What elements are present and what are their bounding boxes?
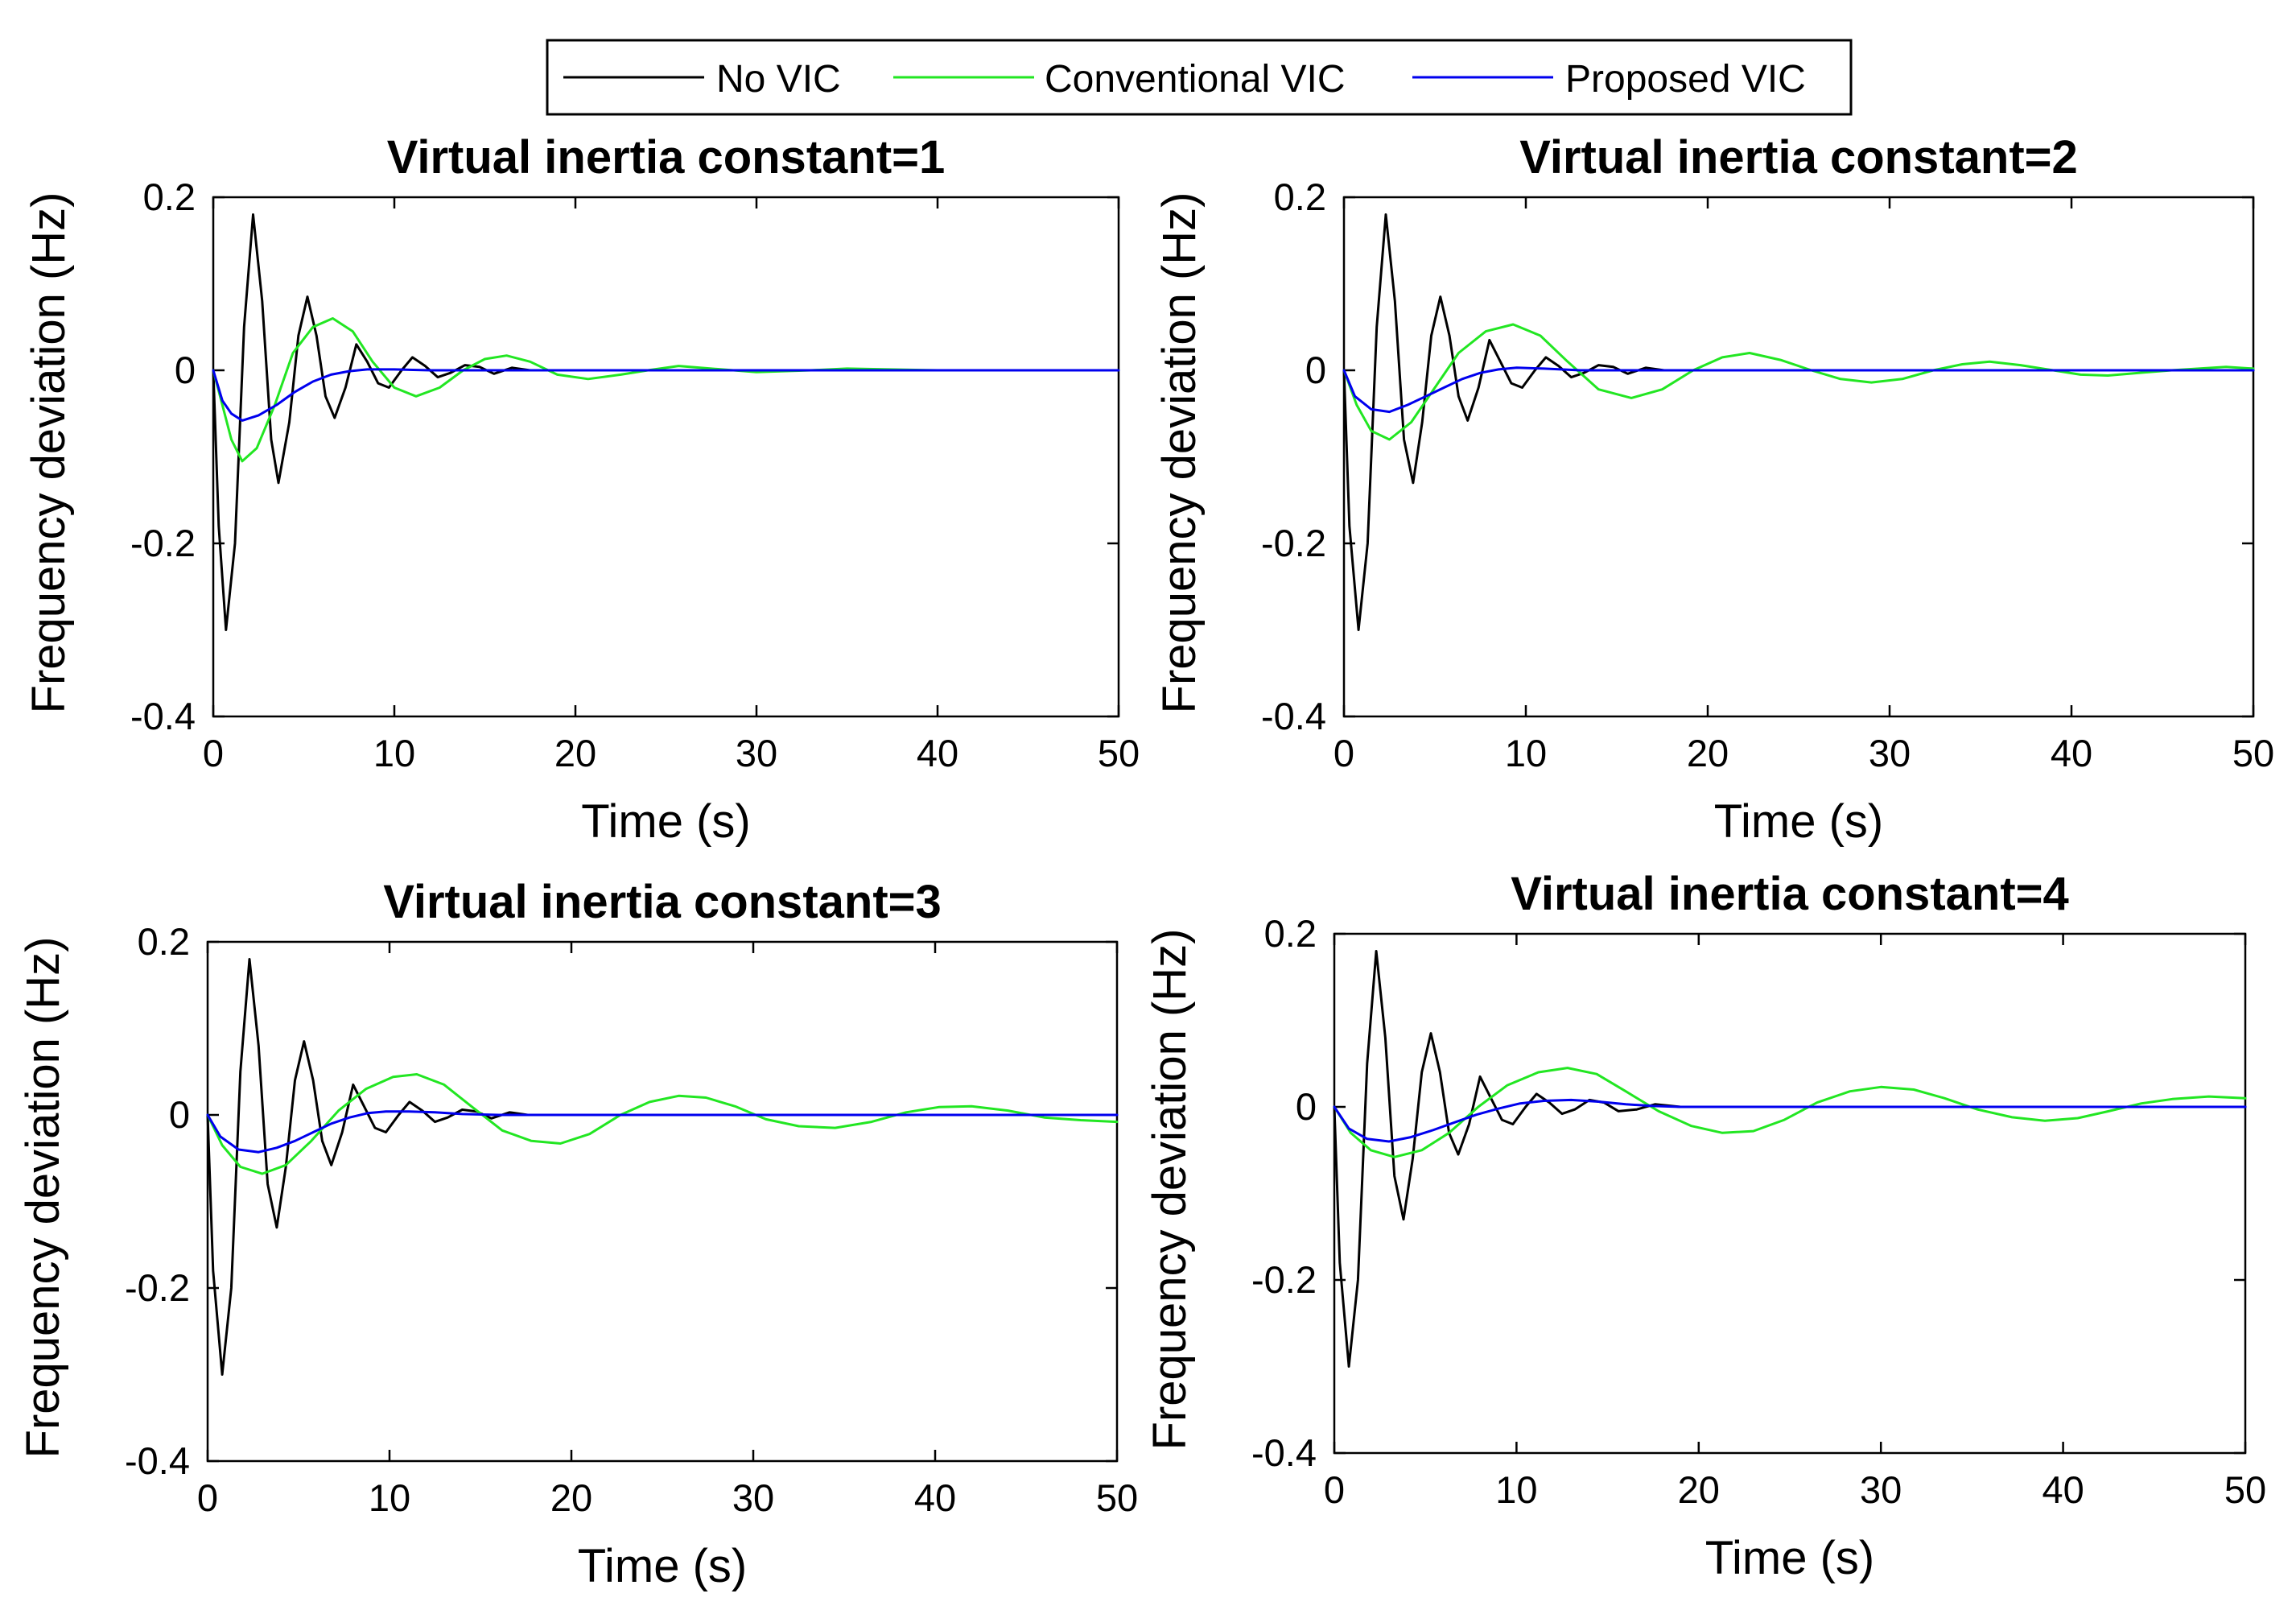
x-tick-label: 40 <box>917 732 958 774</box>
chart-panel-4: 0 10 20 30 40 50 0.2 0 -0.2 -0.4 Virtual inertia c… <box>1144 868 2266 1584</box>
series-line-proposed-vic <box>1333 1098 2247 1143</box>
x-tick-label: 40 <box>914 1476 956 1519</box>
x-tick-label: 10 <box>1505 732 1547 774</box>
plot-area <box>1333 932 2247 1455</box>
legend-box <box>546 39 1853 116</box>
x-tick-label: 50 <box>1096 1476 1138 1519</box>
series-line-proposed-vic <box>212 368 1120 422</box>
legend-label-no-vic: No VIC <box>716 58 841 101</box>
subplot-1: 0 10 20 30 40 50 0.2 0 -0.2 -0.4 Virtual inertia c… <box>23 131 1140 848</box>
x-tick-label: 10 <box>369 1476 410 1519</box>
y-tick-label: 0 <box>1296 1085 1317 1128</box>
y-tick-label: 0.2 <box>143 175 196 218</box>
x-tick-label: 0 <box>1324 1468 1345 1511</box>
y-tick-label: -0.4 <box>125 1439 190 1482</box>
y-tick-label: 0.2 <box>138 920 190 963</box>
chart-title: Virtual inertia constant=2 <box>1519 131 2078 184</box>
x-tick-label: 40 <box>2042 1468 2084 1511</box>
legend: No VIC Conventional VIC Proposed VIC <box>546 39 1853 116</box>
chart-title: Virtual inertia constant=1 <box>387 131 946 184</box>
x-tick-label: 20 <box>554 732 596 774</box>
y-axis-label: Frequency deviation (Hz) <box>1153 192 1206 714</box>
chart-panel-2: 0 10 20 30 40 50 0.2 0 -0.2 -0.4 Virtual inertia c… <box>1153 131 2274 848</box>
x-tick-label: 50 <box>2232 732 2274 774</box>
x-tick-label: 0 <box>1333 732 1354 774</box>
plot-area <box>1342 196 2255 718</box>
plot-area <box>212 196 1120 718</box>
y-tick-label: 0.2 <box>1274 175 1326 218</box>
x-axis-label: Time (s) <box>1705 1532 1874 1584</box>
y-tick-label: -0.4 <box>1251 1431 1317 1474</box>
series-line-no-vic <box>212 213 1120 631</box>
y-axis-label: Frequency deviation (Hz) <box>17 937 69 1459</box>
x-tick-label: 20 <box>550 1476 592 1519</box>
series-line-conventional-vic <box>1342 323 2255 441</box>
x-tick-label: 20 <box>1678 1468 1720 1511</box>
series-line-conventional-vic <box>1333 1067 2247 1158</box>
x-tick-label: 50 <box>2224 1468 2266 1511</box>
x-tick-label: 20 <box>1687 732 1729 774</box>
x-axis-label: Time (s) <box>578 1540 747 1592</box>
x-tick-label: 30 <box>1860 1468 1902 1511</box>
chart-panel-3: 0 10 20 30 40 50 0.2 0 -0.2 -0.4 Virtual inertia c… <box>17 876 1138 1592</box>
x-tick-label: 10 <box>373 732 415 774</box>
chart-title: Virtual inertia constant=3 <box>383 876 942 928</box>
x-axis-label: Time (s) <box>1714 795 1883 848</box>
x-axis-label: Time (s) <box>581 795 750 848</box>
y-tick-label: -0.2 <box>1251 1258 1317 1301</box>
y-tick-label: 0.2 <box>1264 912 1317 955</box>
subplot-2: 0 10 20 30 40 50 0.2 0 -0.2 -0.4 Virtual inertia c… <box>1153 131 2274 848</box>
y-tick-label: -0.2 <box>125 1266 190 1309</box>
x-tick-label: 40 <box>2051 732 2092 774</box>
y-axis-label: Frequency deviation (Hz) <box>1144 929 1196 1451</box>
y-tick-label: -0.4 <box>130 695 196 737</box>
y-tick-label: 0 <box>175 349 196 391</box>
x-tick-label: 0 <box>203 732 224 774</box>
chart-panel-1: 0 10 20 30 40 50 0.2 0 -0.2 -0.4 Virtual inertia c… <box>23 131 1140 848</box>
x-tick-label: 30 <box>1869 732 1911 774</box>
y-tick-label: -0.4 <box>1261 695 1326 737</box>
x-tick-label: 10 <box>1495 1468 1537 1511</box>
chart-title: Virtual inertia constant=4 <box>1511 868 2069 920</box>
series-line-no-vic <box>206 958 1119 1376</box>
x-tick-label: 0 <box>197 1476 218 1519</box>
series-line-no-vic <box>1342 213 2255 631</box>
x-tick-label: 50 <box>1098 732 1140 774</box>
legend-label-proposed-vic: Proposed VIC <box>1565 58 1806 101</box>
x-tick-label: 30 <box>736 732 777 774</box>
series-line-proposed-vic <box>206 1110 1119 1154</box>
y-tick-label: -0.2 <box>1261 522 1326 564</box>
subplot-4: 0 10 20 30 40 50 0.2 0 -0.2 -0.4 Virtual inertia c… <box>1144 868 2266 1584</box>
x-tick-label: 30 <box>732 1476 774 1519</box>
y-tick-label: 0 <box>1305 349 1326 391</box>
plot-area <box>206 940 1119 1463</box>
subplot-3: 0 10 20 30 40 50 0.2 0 -0.2 -0.4 Virtual inertia c… <box>17 876 1138 1592</box>
y-axis-label: Frequency deviation (Hz) <box>23 192 75 714</box>
series-line-proposed-vic <box>1342 366 2255 414</box>
series-line-conventional-vic <box>206 1073 1119 1175</box>
y-tick-label: 0 <box>169 1093 190 1136</box>
y-tick-label: -0.2 <box>130 522 196 564</box>
legend-label-conventional-vic: Conventional VIC <box>1045 58 1346 101</box>
